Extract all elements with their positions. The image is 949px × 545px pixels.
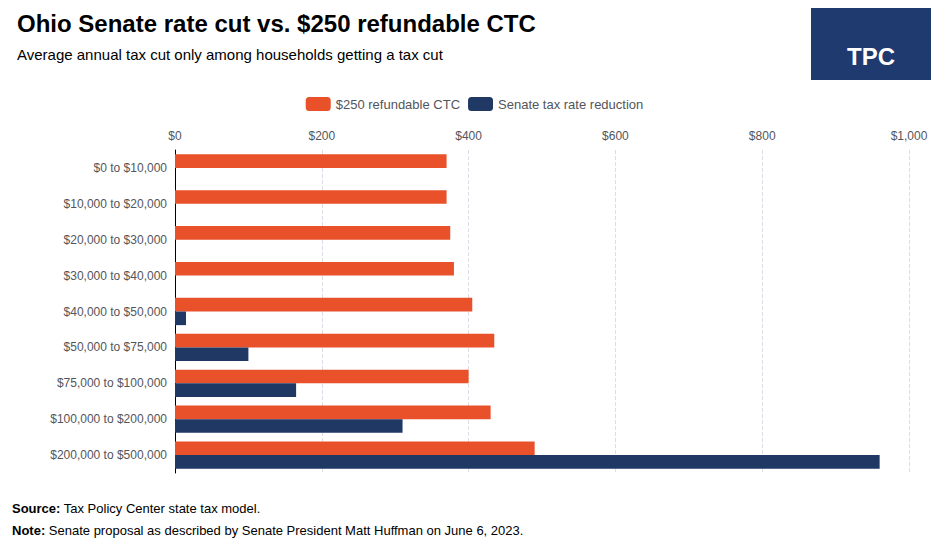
svg-text:$40,000 to $50,000: $40,000 to $50,000 — [64, 305, 168, 319]
svg-text:$100,000 to $200,000: $100,000 to $200,000 — [50, 412, 167, 426]
svg-text:$0 to $10,000: $0 to $10,000 — [94, 161, 168, 175]
svg-text:Senate tax rate reduction: Senate tax rate reduction — [498, 97, 643, 112]
svg-text:$50,000 to $75,000: $50,000 to $75,000 — [64, 340, 168, 354]
svg-text:$250 refundable CTC: $250 refundable CTC — [336, 97, 460, 112]
svg-text:$200: $200 — [308, 129, 335, 143]
svg-text:$75,000 to $100,000: $75,000 to $100,000 — [57, 376, 167, 390]
svg-text:$20,000 to $30,000: $20,000 to $30,000 — [64, 233, 168, 247]
svg-text:$200,000 to $500,000: $200,000 to $500,000 — [50, 448, 167, 462]
svg-text:$800: $800 — [749, 129, 776, 143]
svg-text:$1,000: $1,000 — [891, 129, 928, 143]
svg-text:Note:: Note: — [12, 523, 45, 538]
svg-text:$400: $400 — [455, 129, 482, 143]
svg-text:Source:: Source: — [12, 501, 60, 516]
svg-text:$600: $600 — [602, 129, 629, 143]
svg-text:$10,000 to $20,000: $10,000 to $20,000 — [64, 197, 168, 211]
svg-text:Senate proposal as described b: Senate proposal as described by Senate P… — [45, 523, 523, 538]
svg-text:$30,000 to $40,000: $30,000 to $40,000 — [64, 269, 168, 283]
svg-text:$0: $0 — [168, 129, 182, 143]
svg-text:Ohio Senate rate cut vs. $250: Ohio Senate rate cut vs. $250 refundable… — [17, 10, 536, 37]
svg-text:TPC: TPC — [847, 43, 895, 70]
svg-text:Tax Policy Center state tax mo: Tax Policy Center state tax model. — [60, 501, 260, 516]
svg-text:Average annual tax cut only am: Average annual tax cut only among househ… — [17, 46, 444, 63]
